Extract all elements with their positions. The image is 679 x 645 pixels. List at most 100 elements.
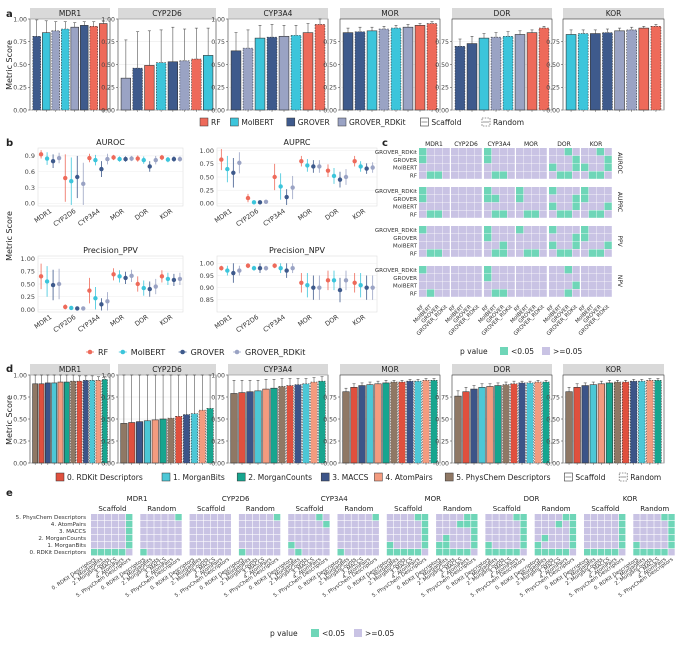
heat-cell (491, 249, 500, 257)
data-point (219, 265, 224, 271)
heat-cell (619, 535, 626, 542)
heat-cell (119, 542, 126, 549)
heat-cell (474, 148, 482, 156)
heat-cell (581, 155, 589, 164)
heat-cell (581, 266, 589, 274)
heat-cell (442, 273, 450, 282)
facet-title: DOR (524, 495, 540, 503)
heat-cell (619, 514, 626, 521)
bar (526, 382, 534, 464)
heat-cell (466, 171, 474, 179)
heat-cell (633, 528, 640, 535)
heat-cell (175, 514, 182, 521)
heat-cell (633, 521, 640, 528)
y-tick-label: 0.50 (435, 416, 449, 423)
heat-cell (154, 514, 161, 521)
heat-cell (604, 241, 612, 249)
heat-cell (584, 535, 591, 542)
y-tick-label: 0.50 (200, 173, 214, 181)
heat-cell (605, 542, 612, 549)
heat-cell (484, 281, 492, 289)
data-point (56, 281, 62, 287)
data-point (105, 299, 110, 304)
heat-cell (523, 210, 532, 218)
heat-cell (154, 535, 161, 542)
heat-cell (556, 233, 565, 242)
data-point (111, 155, 116, 160)
heat-cell (259, 514, 267, 521)
split-title: Random (246, 505, 275, 513)
facet-strip (118, 8, 216, 19)
legend-label: Scaffold (575, 473, 605, 482)
heat-cell (564, 233, 572, 242)
strip (581, 503, 630, 513)
heat-cell (119, 521, 126, 528)
data-point (99, 302, 104, 307)
facet-title: CYP2D6 (152, 9, 182, 18)
heat-cell (189, 549, 196, 556)
heat-cell (414, 528, 422, 535)
heat-cell (633, 535, 640, 542)
heat-cell (393, 549, 401, 556)
bar (82, 379, 89, 464)
heat-cell (604, 194, 612, 203)
bar (266, 36, 278, 111)
heat-cell (484, 194, 492, 203)
heat-cell (516, 194, 524, 203)
heat-cell (523, 226, 532, 234)
heat-cell (506, 528, 513, 535)
heat-cell (492, 542, 499, 549)
data-point (141, 285, 146, 291)
bar (366, 30, 378, 111)
y-tick-label: 1.00 (21, 255, 35, 263)
heat-cell (556, 226, 565, 234)
heat-cell (419, 249, 427, 257)
heat-cell (588, 273, 597, 282)
heat-cell (451, 210, 459, 218)
heat-cell (474, 289, 482, 297)
heat-cell (295, 521, 302, 528)
heat-cell (596, 266, 604, 274)
heat-cell (612, 528, 619, 535)
heat-cell (516, 163, 524, 171)
facet-strip (30, 8, 110, 19)
strip (137, 503, 187, 513)
heat-cell (458, 226, 467, 234)
heat-cell (572, 163, 580, 171)
heat-cell (668, 549, 675, 556)
heat-cell (619, 521, 626, 528)
bar (342, 32, 354, 111)
x-tick-label: CYP3A4 (262, 313, 287, 334)
legend-label: MolBERT (241, 118, 274, 127)
legend-label: 5. PhysChem Descriptors (456, 473, 550, 482)
heat-cell (309, 514, 316, 521)
heat-cell (458, 148, 467, 156)
bar (302, 32, 314, 111)
heat-cell (534, 535, 542, 542)
heat-cell (564, 289, 572, 297)
y-tick-label: 0.95 (200, 272, 214, 280)
heat-cell (273, 528, 281, 535)
data-point (147, 164, 152, 169)
data-point (81, 306, 86, 311)
row-label: 0. RDKit Descriptors (30, 550, 87, 556)
data-point (56, 155, 62, 161)
heat-cell (252, 521, 260, 528)
heat-cell (612, 542, 619, 549)
heat-cell (466, 241, 474, 249)
strip (482, 503, 532, 513)
heat-cell (596, 233, 604, 242)
y-tick-label: 0.25 (13, 438, 27, 445)
heat-cell (451, 289, 459, 297)
heat-cell (316, 549, 323, 556)
legend-label: 0. RDKit Descriptors (67, 473, 143, 482)
heat-cell (507, 194, 515, 203)
heat-cell (581, 187, 589, 195)
strip (235, 503, 285, 513)
heat-cell (464, 528, 471, 535)
heat-cell (434, 187, 442, 195)
data-point (177, 156, 183, 162)
heat-cell (266, 528, 274, 535)
heat-cell (516, 249, 524, 257)
heat-cell (520, 542, 527, 549)
